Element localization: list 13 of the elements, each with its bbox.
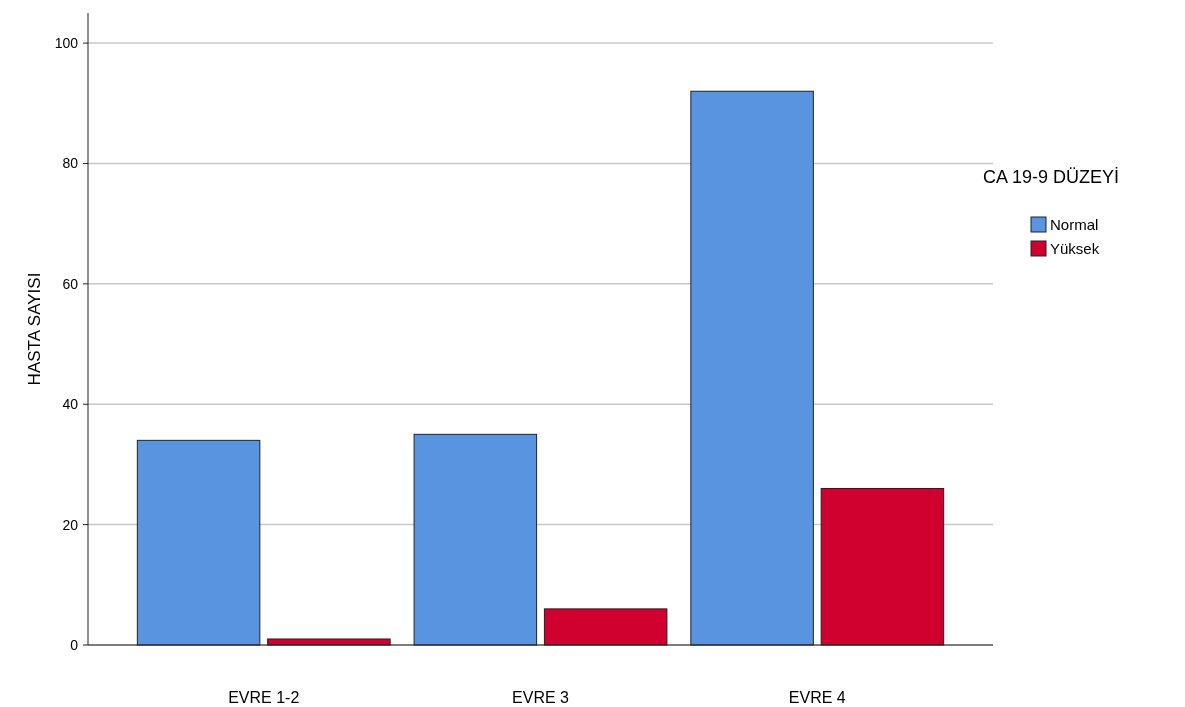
- legend-label: Normal: [1050, 216, 1099, 234]
- x-tick-label: EVRE 4: [788, 689, 846, 706]
- legend-title: CA 19-9 DÜZEYİ: [983, 167, 1120, 187]
- y-tick-label: 40: [62, 396, 79, 413]
- legend-label: Yüksek: [1050, 240, 1100, 258]
- y-tick-label: 80: [62, 155, 79, 172]
- x-tick-label: EVRE 3: [512, 689, 570, 706]
- y-axis-title: HASTA SAYISI: [25, 272, 44, 386]
- y-tick-label: 100: [54, 35, 79, 51]
- x-tick-label: EVRE 1-2: [228, 689, 300, 706]
- y-tick-label: 0: [70, 636, 79, 653]
- y-tick-label: 60: [62, 275, 79, 292]
- y-tick-label: 20: [62, 516, 79, 533]
